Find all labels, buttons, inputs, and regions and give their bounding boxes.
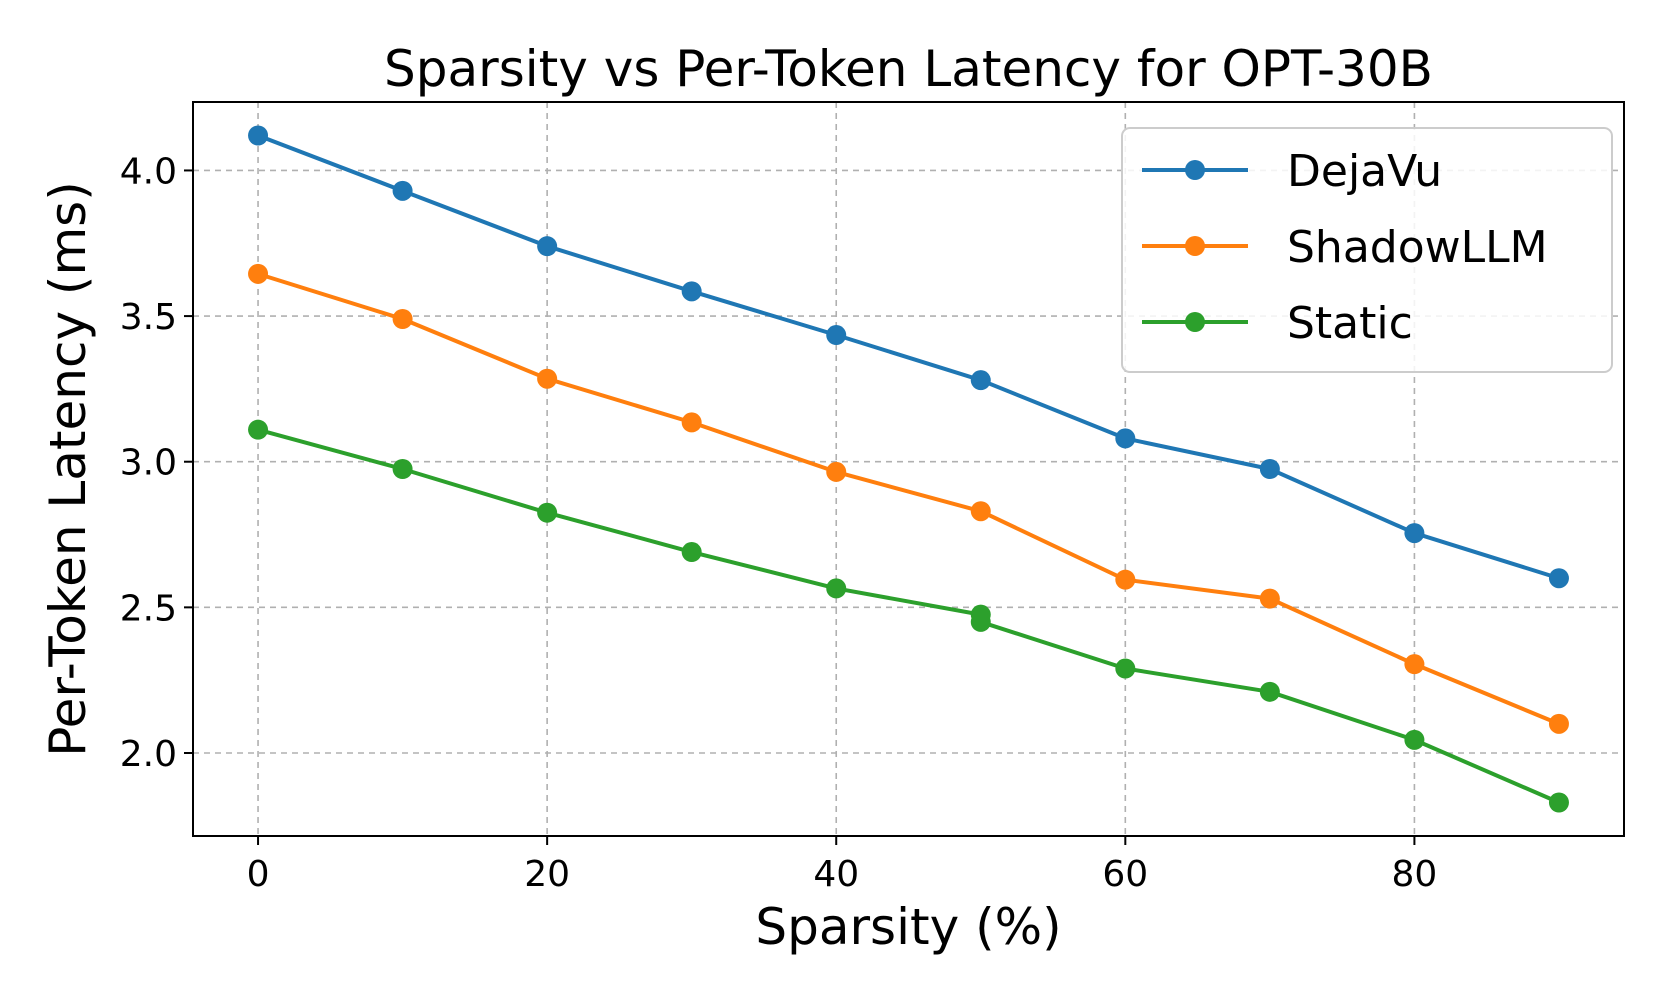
data-point-static bbox=[1259, 681, 1280, 702]
data-point-static bbox=[1548, 792, 1569, 813]
x-tick-label: 40 bbox=[813, 854, 859, 895]
data-point-dejavu bbox=[826, 325, 847, 346]
series-dejavu bbox=[248, 125, 1569, 589]
x-tick-label: 0 bbox=[247, 854, 270, 895]
series-static bbox=[248, 419, 1569, 813]
legend-item-static: Static bbox=[1142, 298, 1413, 349]
legend-label: ShadowLLM bbox=[1287, 222, 1548, 273]
x-axis-ticks: 0 20 40 60 80 bbox=[247, 836, 1438, 895]
data-point-static bbox=[1404, 729, 1425, 750]
legend-swatch-marker bbox=[1185, 312, 1205, 332]
data-point-static bbox=[537, 502, 558, 523]
legend-swatch-marker bbox=[1185, 236, 1205, 256]
legend-item-dejavu: DejaVu bbox=[1142, 146, 1442, 197]
data-point-shadowllm bbox=[970, 501, 991, 522]
data-point-static bbox=[681, 542, 702, 563]
series-layer bbox=[248, 125, 1569, 813]
data-point-dejavu bbox=[681, 281, 702, 302]
x-tick-label: 80 bbox=[1392, 854, 1438, 895]
data-point-dejavu bbox=[392, 180, 413, 201]
data-point-shadowllm bbox=[537, 368, 558, 389]
data-point-shadowllm bbox=[1259, 588, 1280, 609]
y-axis-title: Per-Token Latency (ms) bbox=[39, 181, 97, 756]
series-shadowllm bbox=[248, 263, 1569, 734]
data-point-dejavu bbox=[1404, 523, 1425, 544]
series-line-static bbox=[257, 427, 1560, 805]
data-point-dejavu bbox=[248, 125, 269, 146]
data-point-shadowllm bbox=[681, 412, 702, 433]
data-point-dejavu bbox=[1115, 428, 1136, 449]
y-tick-label: 4.0 bbox=[120, 151, 177, 192]
legend: DejaVu ShadowLLM Static bbox=[1121, 127, 1613, 373]
chart-title: Sparsity vs Per-Token Latency for OPT-30… bbox=[384, 40, 1433, 98]
series-line-dejavu bbox=[257, 133, 1560, 581]
legend-label: Static bbox=[1287, 298, 1413, 349]
data-point-static bbox=[970, 611, 991, 632]
data-point-shadowllm bbox=[1115, 569, 1136, 590]
y-tick-label: 2.5 bbox=[120, 588, 177, 629]
plot-frame bbox=[192, 101, 1625, 837]
y-tick-label: 3.0 bbox=[120, 443, 177, 484]
legend-item-shadowllm: ShadowLLM bbox=[1142, 222, 1548, 273]
x-tick-label: 60 bbox=[1102, 854, 1148, 895]
legend-box bbox=[1121, 127, 1613, 373]
data-point-shadowllm bbox=[392, 308, 413, 329]
x-axis-title: Sparsity (%) bbox=[755, 898, 1061, 956]
x-tick-label: 20 bbox=[524, 854, 570, 895]
data-point-dejavu bbox=[1259, 459, 1280, 479]
data-point-shadowllm bbox=[1404, 654, 1425, 675]
data-point-dejavu bbox=[1548, 568, 1569, 589]
data-point-shadowllm bbox=[1548, 713, 1569, 734]
legend-swatch-marker bbox=[1185, 160, 1205, 180]
data-point-dejavu bbox=[970, 370, 991, 391]
data-point-static bbox=[248, 419, 269, 440]
y-tick-label: 3.5 bbox=[120, 297, 177, 338]
y-axis-ticks: 2.0 2.5 3.0 3.5 4.0 bbox=[120, 151, 193, 775]
data-point-shadowllm bbox=[826, 461, 847, 482]
data-point-shadowllm bbox=[248, 263, 269, 284]
data-point-static bbox=[392, 459, 413, 479]
data-point-static bbox=[826, 578, 847, 599]
legend-label: DejaVu bbox=[1287, 146, 1442, 197]
series-line-shadowllm bbox=[257, 271, 1560, 726]
data-point-static bbox=[1115, 658, 1136, 679]
y-tick-label: 2.0 bbox=[120, 734, 177, 775]
data-point-dejavu bbox=[537, 236, 558, 257]
